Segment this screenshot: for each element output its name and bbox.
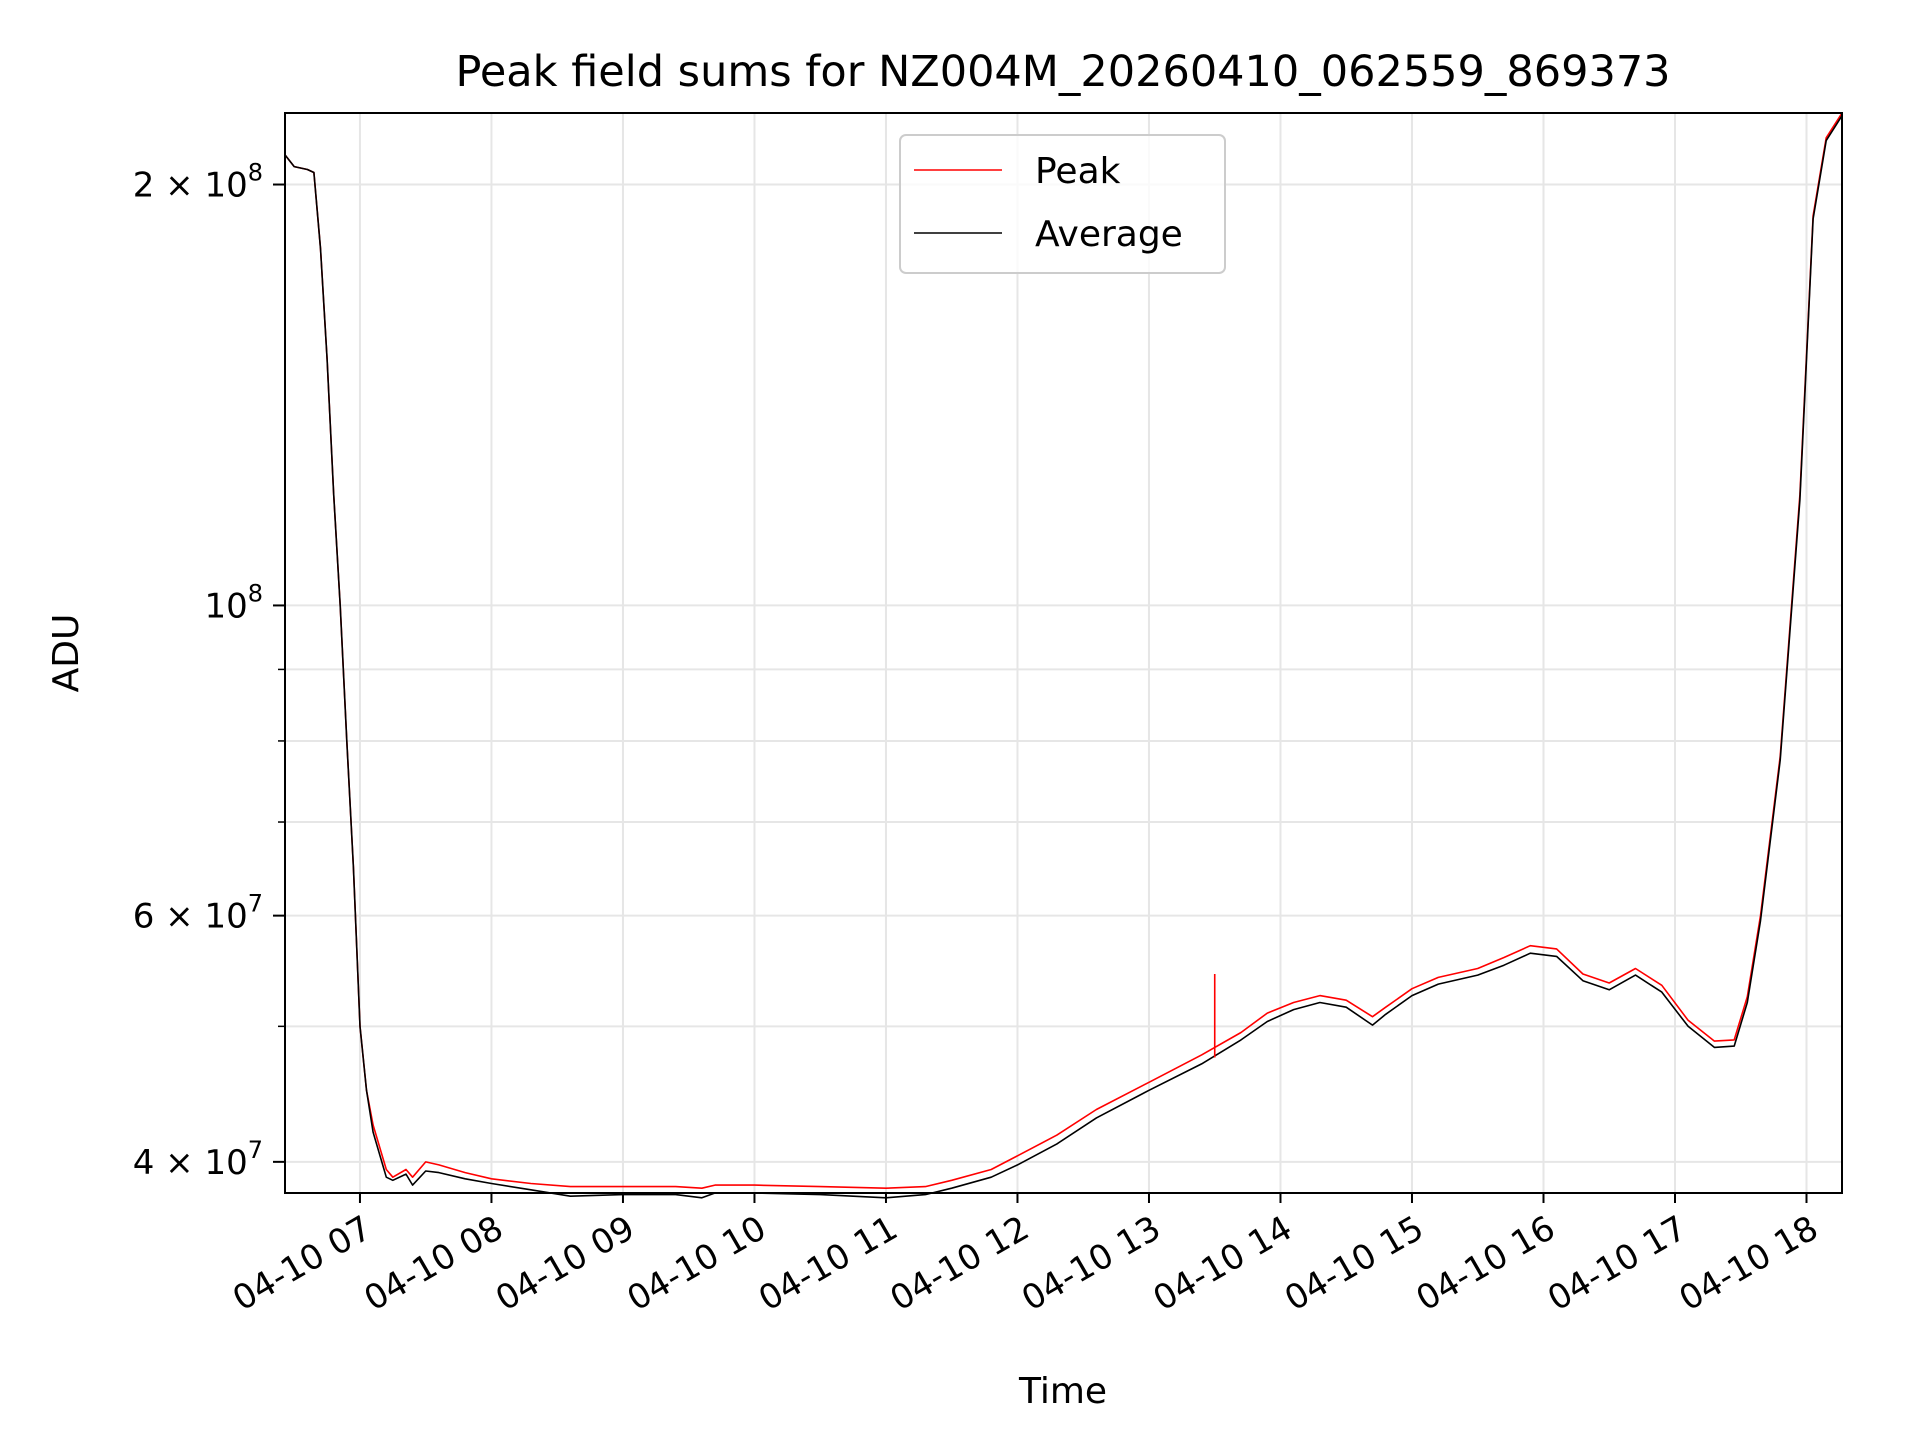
- y-tick-mantissa: 6 × 10: [133, 897, 248, 937]
- y-tick-mantissa: 10: [204, 586, 247, 626]
- y-tick-exponent: 8: [248, 159, 263, 187]
- plot-area-frame: [284, 112, 1843, 1194]
- y-tick-mantissa: 2 × 10: [133, 166, 248, 206]
- y-tick-exponent: 7: [248, 1136, 263, 1164]
- y-tick-label: 6 × 107: [133, 890, 263, 937]
- chart-title: Peak field sums for NZ004M_20260410_0625…: [455, 47, 1670, 97]
- y-tick-exponent: 7: [248, 890, 263, 918]
- y-tick-label: 4 × 107: [133, 1136, 263, 1183]
- x-axis-label: Time: [1018, 1371, 1107, 1412]
- y-tick-label: 108: [204, 579, 263, 626]
- legend-label-average: Average: [1035, 214, 1183, 255]
- legend-label-peak: Peak: [1035, 151, 1121, 192]
- legend: Peak Average: [899, 134, 1226, 274]
- y-tick-label: 2 × 108: [133, 159, 263, 206]
- y-axis-label: ADU: [46, 614, 87, 693]
- grid: [285, 113, 1842, 1193]
- plot-series: [284, 112, 1843, 1199]
- series-line-average: [284, 115, 1843, 1199]
- y-tick-mantissa: 4 × 10: [133, 1143, 248, 1183]
- y-tick-exponent: 8: [248, 579, 263, 607]
